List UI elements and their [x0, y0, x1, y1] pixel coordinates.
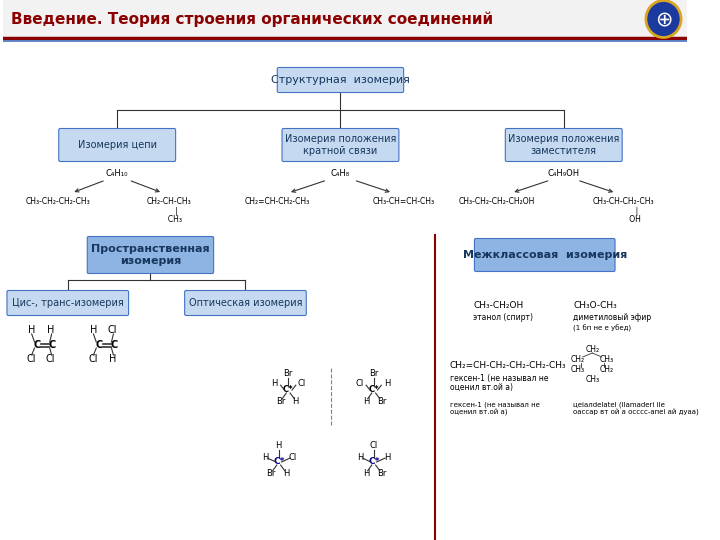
FancyBboxPatch shape: [59, 129, 176, 161]
Text: H: H: [363, 397, 369, 406]
FancyBboxPatch shape: [505, 129, 622, 161]
Text: CH₃-CH=CH-CH₃: CH₃-CH=CH-CH₃: [373, 198, 435, 206]
Text: |: |: [618, 206, 638, 215]
Text: H: H: [28, 325, 35, 335]
Text: C₄H₉OH: C₄H₉OH: [548, 170, 580, 179]
FancyBboxPatch shape: [184, 291, 306, 315]
Text: Изомерия положения
заместителя: Изомерия положения заместителя: [508, 134, 619, 156]
Text: Br: Br: [284, 369, 293, 379]
Text: Cl: Cl: [356, 379, 364, 388]
Text: H: H: [276, 442, 282, 450]
Text: H: H: [357, 453, 363, 462]
Circle shape: [647, 2, 680, 36]
Text: H: H: [262, 453, 269, 462]
Text: гексен-1 (не называл не: гексен-1 (не называл не: [450, 402, 539, 408]
Text: CH₂=CH-CH₂-CH₃: CH₂=CH-CH₂-CH₃: [244, 198, 310, 206]
Text: цеiалdelatel (llamaderi ile: цеiалdelatel (llamaderi ile: [573, 402, 665, 408]
Text: CH₃-CH-CH₂-CH₃: CH₃-CH-CH₂-CH₃: [593, 198, 654, 206]
Text: C: C: [34, 340, 41, 350]
Text: C*: C*: [368, 457, 379, 467]
Text: оассар вт ой а осссс-апеi ай дуаа): оассар вт ой а осссс-апеi ай дуаа): [573, 409, 699, 416]
Text: CH₂-CH-CH₃: CH₂-CH-CH₃: [147, 198, 192, 206]
Text: C*: C*: [273, 457, 284, 467]
Text: CH₃-CH₂-CH₂-CH₂OH: CH₃-CH₂-CH₂-CH₂OH: [459, 198, 536, 206]
Text: CH₃: CH₃: [156, 214, 182, 224]
Text: H: H: [292, 397, 299, 406]
Text: CH₂: CH₂: [571, 355, 585, 364]
Text: Cl: Cl: [27, 354, 37, 364]
FancyBboxPatch shape: [7, 291, 129, 315]
Text: Cl: Cl: [89, 354, 98, 364]
Text: CH₃O-CH₃: CH₃O-CH₃: [573, 300, 617, 309]
Text: ⊕: ⊕: [654, 9, 672, 29]
Text: H: H: [384, 379, 390, 388]
Text: CH₃: CH₃: [600, 355, 613, 364]
Text: гексен-1 (не называл не: гексен-1 (не называл не: [450, 374, 548, 382]
Text: Межклассовая  изомерия: Межклассовая изомерия: [463, 250, 627, 260]
FancyBboxPatch shape: [277, 68, 404, 92]
Text: этанол (спирт): этанол (спирт): [474, 314, 534, 322]
Text: H: H: [283, 469, 289, 478]
Text: Изомерия положения
кратной связи: Изомерия положения кратной связи: [285, 134, 396, 156]
Text: C: C: [49, 340, 56, 350]
Text: CH₂: CH₂: [585, 346, 599, 354]
Text: Пространственная
изомерия: Пространственная изомерия: [91, 244, 210, 266]
Text: Cl: Cl: [46, 354, 55, 364]
Text: Cl: Cl: [369, 442, 378, 450]
Text: H: H: [47, 325, 55, 335]
Text: H: H: [271, 379, 278, 388]
Text: CH₃: CH₃: [571, 366, 585, 375]
Text: Cl: Cl: [288, 453, 297, 462]
Text: CH₂=CH-CH₂-CH₂-CH₂-CH₃: CH₂=CH-CH₂-CH₂-CH₂-CH₃: [450, 361, 567, 369]
Text: Cl: Cl: [108, 325, 117, 335]
Text: Br: Br: [276, 397, 285, 406]
Text: Введение. Теория строения органических соединений: Введение. Теория строения органических с…: [11, 11, 493, 27]
Text: оценил вт.ой а): оценил вт.ой а): [450, 382, 513, 392]
Text: H: H: [90, 325, 97, 335]
Text: OH: OH: [616, 214, 642, 224]
FancyBboxPatch shape: [474, 239, 615, 272]
Text: CH₃: CH₃: [585, 375, 599, 384]
Text: CH₃-CH₂-CH₂-CH₃: CH₃-CH₂-CH₂-CH₃: [26, 198, 91, 206]
Text: H: H: [384, 453, 390, 462]
Text: H: H: [109, 354, 116, 364]
Text: Br: Br: [266, 469, 276, 478]
Text: C*: C*: [283, 386, 294, 395]
FancyBboxPatch shape: [282, 129, 399, 161]
Text: C*: C*: [369, 386, 379, 395]
Text: оценил вт.ой а): оценил вт.ой а): [450, 409, 507, 416]
Text: диметиловый эфир: диметиловый эфир: [573, 314, 652, 322]
Text: Br: Br: [369, 369, 379, 379]
Text: Структурная  изомерия: Структурная изомерия: [271, 75, 410, 85]
Text: C₄H₁₀: C₄H₁₀: [106, 170, 128, 179]
Text: Цис-, транс-изомерия: Цис-, транс-изомерия: [12, 298, 124, 308]
FancyBboxPatch shape: [3, 0, 688, 38]
Text: Br: Br: [377, 469, 386, 478]
Text: Cl: Cl: [298, 379, 306, 388]
FancyBboxPatch shape: [87, 237, 214, 273]
Text: |: |: [161, 206, 178, 215]
Text: C: C: [96, 340, 103, 350]
Text: Оптическая изомерия: Оптическая изомерия: [189, 298, 302, 308]
Text: H: H: [363, 469, 369, 478]
Text: Изомерия цепи: Изомерия цепи: [78, 140, 157, 150]
Text: C₄H₈: C₄H₈: [331, 170, 350, 179]
Text: CH₂: CH₂: [600, 366, 613, 375]
Text: CH₃-CH₂OH: CH₃-CH₂OH: [474, 300, 523, 309]
Text: Br: Br: [377, 397, 386, 406]
Text: C: C: [111, 340, 118, 350]
Text: (1 бп не е убед): (1 бп не е убед): [573, 325, 631, 332]
